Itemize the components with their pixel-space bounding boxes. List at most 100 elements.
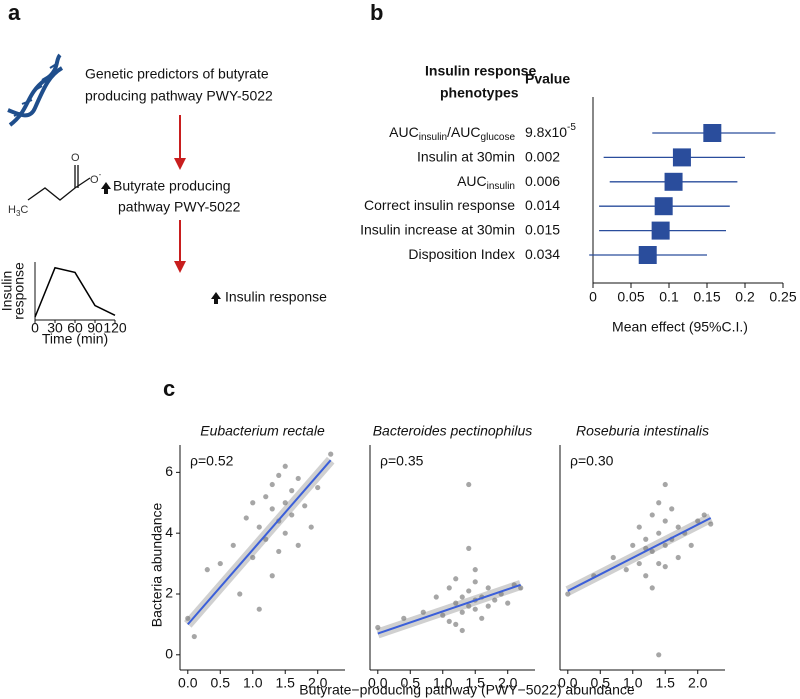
point	[636, 560, 642, 567]
point	[420, 609, 426, 615]
line	[34, 266, 116, 318]
oxygen: O	[71, 152, 80, 164]
x-tick-label: 0.1	[659, 289, 679, 305]
x-tick-label: 2.0	[308, 675, 328, 691]
point	[446, 618, 452, 624]
point	[459, 609, 465, 615]
point	[459, 594, 465, 600]
row-label: AUCinsulin	[457, 173, 515, 192]
pvalue: 0.034	[525, 246, 560, 262]
step1-line1: Genetic predictors of butyrate	[85, 66, 269, 82]
red-arrow	[174, 220, 186, 273]
x-axis-label: Time (min)	[42, 331, 108, 347]
point	[250, 500, 256, 506]
point	[263, 536, 269, 542]
point	[250, 554, 256, 561]
point	[656, 530, 662, 536]
estimate	[703, 124, 722, 142]
point	[256, 524, 262, 530]
point	[328, 451, 334, 457]
x-tick-label: 0.15	[693, 289, 720, 305]
x-tick-label: 0	[589, 289, 597, 305]
point	[643, 573, 649, 579]
point	[492, 597, 498, 603]
point	[308, 524, 314, 530]
point	[263, 494, 269, 500]
point	[479, 615, 485, 621]
step1-line2: producing pathway PWY-5022	[85, 88, 273, 104]
row-label: Insulin at 30min	[417, 148, 515, 164]
point	[708, 521, 714, 527]
pvalue: 0.014	[525, 197, 560, 213]
panel-label: c	[163, 376, 175, 401]
point	[472, 567, 478, 573]
x-tick-label: 1.0	[623, 675, 643, 691]
panel-title: Eubacterium rectale	[200, 423, 325, 439]
point	[440, 612, 446, 618]
correlation: ρ=0.35	[380, 453, 424, 469]
x-tick-label: 1.0	[433, 675, 453, 691]
up-arrow	[211, 292, 221, 304]
point	[282, 530, 288, 536]
row-label: Disposition Index	[408, 246, 515, 262]
point	[695, 518, 701, 524]
point	[656, 560, 662, 567]
point	[630, 542, 636, 548]
point	[662, 481, 668, 488]
point	[485, 585, 491, 591]
point	[643, 536, 649, 542]
point	[289, 512, 295, 518]
point	[662, 564, 668, 570]
pvalue: 0.015	[525, 221, 560, 237]
x-tick-label: 1.5	[276, 675, 296, 691]
point	[466, 588, 472, 594]
step2-line2: pathway PWY-5022	[118, 199, 241, 215]
panel-label: b	[370, 0, 383, 25]
point	[217, 560, 223, 567]
y-axis-label: Bacteria abundance	[149, 503, 165, 628]
point	[282, 500, 288, 506]
point	[649, 548, 655, 555]
point	[433, 594, 439, 600]
x-tick-label: 2.0	[498, 675, 518, 691]
column-header: phenotypes	[440, 85, 519, 101]
x-axis-label: Mean effect (95%C.I.)	[612, 319, 748, 335]
dna-icon	[7, 53, 64, 127]
estimate	[654, 197, 673, 216]
point	[315, 484, 321, 491]
point	[289, 488, 295, 494]
point	[675, 524, 681, 530]
point	[282, 463, 288, 469]
point	[623, 567, 629, 573]
x-tick-label: 1.5	[466, 675, 486, 691]
panel-title: Bacteroides pectinophilus	[373, 423, 533, 439]
point	[276, 548, 282, 555]
point	[649, 585, 655, 591]
x-tick-label: 0.0	[368, 675, 388, 691]
pvalue: 0.006	[525, 173, 560, 189]
point	[466, 603, 472, 609]
x-tick-label: 1.5	[656, 675, 676, 691]
x-tick-label: 0.5	[211, 675, 231, 691]
panel-label: a	[8, 0, 21, 25]
point	[446, 585, 452, 591]
correlation: ρ=0.52	[190, 453, 234, 469]
point	[401, 615, 407, 621]
point	[688, 542, 694, 548]
row-label: Insulin increase at 30min	[360, 221, 515, 237]
point	[649, 512, 655, 518]
butyrate-molecule	[27, 165, 91, 201]
x-tick-label: 0.25	[769, 289, 796, 305]
point	[656, 652, 662, 658]
point	[472, 606, 478, 612]
point	[453, 576, 459, 582]
methyl: H3C	[8, 204, 28, 218]
point	[565, 591, 571, 597]
x-tick-label: 30	[47, 320, 63, 336]
pvalue: 0.002	[525, 148, 560, 164]
column-header: Pvalue	[525, 71, 570, 87]
panel-title: Roseburia intestinalis	[576, 423, 709, 439]
x-tick-label: 60	[67, 320, 83, 336]
point	[295, 542, 301, 548]
